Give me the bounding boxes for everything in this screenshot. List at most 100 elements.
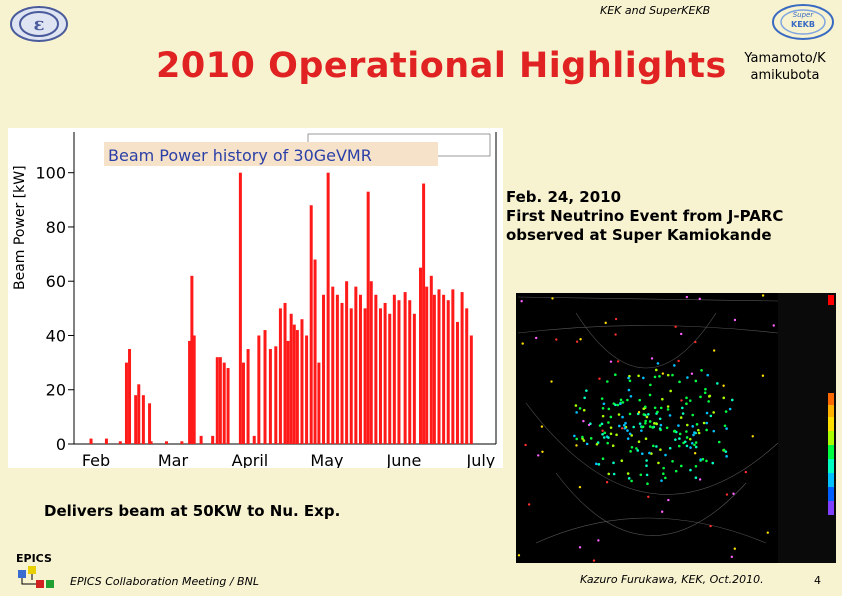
sk-hit <box>628 412 632 416</box>
chart-bar <box>226 368 230 444</box>
chart-bar <box>141 395 145 444</box>
sk-hit <box>695 423 699 426</box>
sk-hit <box>609 415 613 419</box>
sk-hit <box>683 440 687 444</box>
chart-bar <box>218 357 222 444</box>
chart-bar <box>363 308 367 444</box>
chart-bar <box>455 321 459 444</box>
sk-hit <box>662 472 665 476</box>
sk-hit <box>659 423 663 427</box>
superkekb-logo-line1: Super <box>793 11 815 19</box>
authors: Yamamoto/K amikubota <box>735 50 835 84</box>
chart-bar <box>408 300 412 444</box>
sk-hit <box>691 413 695 417</box>
sk-hit <box>601 433 604 436</box>
chart-bar <box>215 357 219 444</box>
sk-hit <box>680 332 683 336</box>
sk-hit <box>693 431 696 434</box>
sk-hit <box>677 444 681 448</box>
chart-bar <box>388 313 392 444</box>
sk-hit <box>587 423 591 427</box>
chart-bar <box>437 289 441 444</box>
sk-hit <box>658 427 662 430</box>
chart-bar <box>331 286 335 444</box>
sk-hit <box>688 399 692 402</box>
sk-hit <box>673 364 676 367</box>
sk-hit <box>609 426 613 429</box>
sk-hit <box>573 434 576 438</box>
chart-bar <box>104 438 108 444</box>
sk-hit <box>540 425 544 428</box>
sk-hit <box>678 432 682 436</box>
sk-hit <box>666 405 670 408</box>
sk-hit <box>656 410 659 414</box>
sk-hit <box>685 436 689 439</box>
chart-bar <box>188 340 192 444</box>
chart-bar <box>246 349 250 444</box>
sk-hit <box>650 452 653 455</box>
sk-hit <box>725 493 729 496</box>
chart-y-tick-label: 0 <box>56 435 66 454</box>
sk-hit <box>632 425 635 429</box>
sk-hit <box>620 427 624 430</box>
sk-hit <box>761 374 765 377</box>
sk-hit <box>644 437 648 441</box>
sk-hit <box>705 428 708 432</box>
chart-bar <box>300 319 304 444</box>
sk-hit <box>578 407 582 410</box>
sk-hit <box>744 470 748 474</box>
chart-bar <box>451 289 455 444</box>
sk-hit <box>517 554 521 557</box>
chart-bar <box>340 302 344 444</box>
sk-hit <box>707 400 710 403</box>
chart-x-tick-label: July <box>466 451 496 468</box>
sk-hit <box>627 477 631 480</box>
sk-hit <box>615 433 618 437</box>
sk-hit <box>629 450 632 453</box>
sk-hit <box>589 437 593 440</box>
sk-hit <box>685 402 688 406</box>
sk-hit <box>614 317 618 321</box>
sk-hit <box>685 430 688 433</box>
sk-hit <box>597 539 600 542</box>
sk-hit <box>685 396 688 400</box>
chart-bar <box>148 403 152 444</box>
chart-bar <box>305 335 309 444</box>
chart-bar <box>354 286 358 444</box>
sk-hit <box>575 437 579 441</box>
sk-hit <box>618 424 621 428</box>
sk-hit <box>665 426 669 430</box>
sk-hit <box>694 445 698 449</box>
sk-hit <box>648 393 652 397</box>
sk-hit <box>642 413 646 416</box>
sk-hit <box>574 404 578 407</box>
sk-hit <box>644 419 647 423</box>
chart-bar <box>252 435 256 444</box>
sk-hit <box>722 384 725 387</box>
sk-hit <box>698 478 702 481</box>
sk-hit <box>712 429 716 433</box>
sk-hit <box>717 440 721 444</box>
sk-hit <box>598 424 602 427</box>
chart-bar <box>397 300 401 444</box>
sk-hit <box>621 415 624 419</box>
sk-hit <box>690 441 694 445</box>
chart-x-tick-label: Mar <box>158 451 189 468</box>
sk-hit <box>650 357 654 360</box>
chart-bar <box>469 335 473 444</box>
chart-bar <box>149 441 153 444</box>
chart-bar <box>137 384 141 444</box>
sk-hit <box>614 333 617 336</box>
sk-hit <box>623 426 627 430</box>
superkekb-logo-line2: KEKB <box>791 20 815 29</box>
sk-hit <box>537 454 540 457</box>
chart-y-tick-label: 100 <box>35 164 66 183</box>
sk-hit <box>692 433 695 437</box>
sk-hit <box>639 473 643 477</box>
chart-x-tick-label: Feb <box>82 451 110 468</box>
sk-hit <box>704 387 707 391</box>
sk-hit <box>655 445 658 448</box>
sk-hit <box>733 318 737 322</box>
sk-hit <box>761 294 765 297</box>
chart-bar <box>403 292 407 444</box>
